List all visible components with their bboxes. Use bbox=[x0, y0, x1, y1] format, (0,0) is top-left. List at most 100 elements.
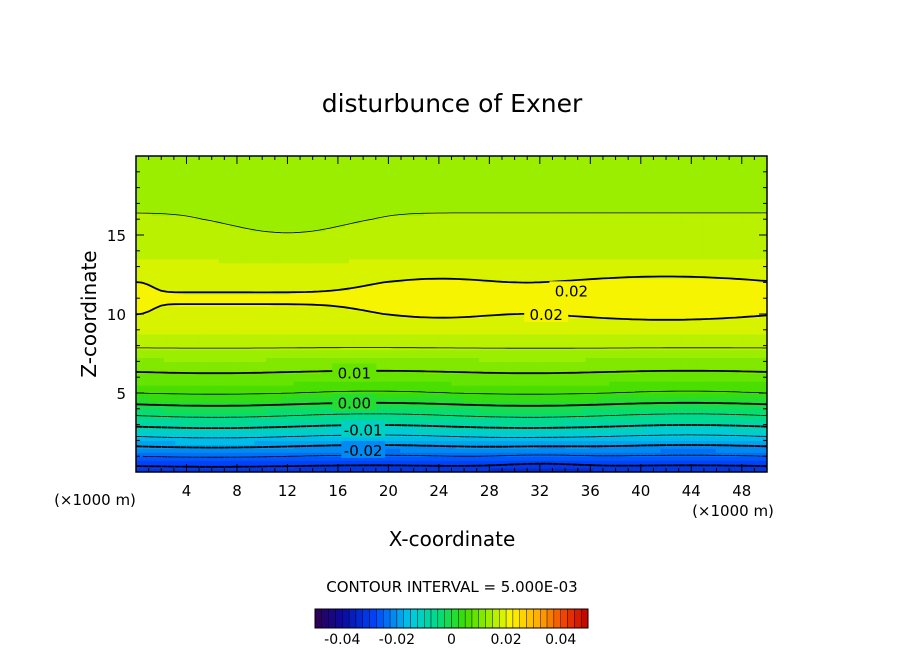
field-cell bbox=[262, 452, 267, 457]
field-cell bbox=[214, 329, 220, 335]
field-cell bbox=[317, 179, 322, 185]
field-cell bbox=[281, 353, 287, 359]
field-cell bbox=[285, 448, 291, 453]
field-cell bbox=[266, 262, 271, 268]
field-cell bbox=[380, 333, 386, 339]
field-cell bbox=[199, 357, 204, 362]
field-cell bbox=[360, 191, 366, 197]
field-cell bbox=[238, 159, 244, 165]
field-cell bbox=[305, 163, 311, 169]
field-cell bbox=[136, 262, 141, 268]
field-cell bbox=[203, 349, 208, 355]
field-cell bbox=[191, 412, 196, 418]
field-cell bbox=[325, 389, 330, 394]
field-cell bbox=[285, 452, 291, 457]
field-cell bbox=[285, 321, 291, 327]
field-cell bbox=[266, 365, 271, 370]
field-cell bbox=[372, 250, 378, 256]
field-cell bbox=[376, 231, 382, 236]
field-cell bbox=[376, 416, 382, 422]
field-cell bbox=[250, 167, 255, 173]
field-cell bbox=[360, 349, 366, 355]
field-cell bbox=[266, 317, 271, 323]
field-cell bbox=[372, 203, 378, 208]
field-cell bbox=[289, 381, 295, 386]
field-cell bbox=[206, 412, 212, 418]
field-cell bbox=[167, 357, 173, 362]
field-cell bbox=[179, 227, 184, 232]
field-cell bbox=[226, 278, 232, 283]
field-cell bbox=[179, 179, 184, 185]
field-cell bbox=[175, 365, 180, 370]
field-cell bbox=[183, 317, 188, 323]
field-cell bbox=[147, 215, 153, 220]
field-cell bbox=[147, 349, 153, 355]
field-cell bbox=[270, 432, 275, 438]
field-cell bbox=[341, 211, 346, 216]
field-cell bbox=[214, 420, 220, 426]
field-cell bbox=[309, 317, 315, 323]
field-cell bbox=[368, 294, 374, 299]
field-cell bbox=[333, 337, 338, 343]
field-cell bbox=[337, 235, 342, 240]
field-cell bbox=[175, 270, 180, 276]
field-cell bbox=[262, 373, 267, 378]
field-cell bbox=[175, 385, 180, 390]
field-cell bbox=[341, 357, 346, 362]
field-cell bbox=[309, 258, 315, 264]
field-cell bbox=[270, 361, 275, 366]
field-cell bbox=[163, 412, 169, 418]
field-cell bbox=[218, 444, 224, 449]
field-cell bbox=[218, 306, 224, 311]
field-cell bbox=[364, 464, 370, 469]
field-cell bbox=[329, 191, 334, 197]
field-cell bbox=[195, 408, 200, 414]
field-cell bbox=[258, 448, 263, 453]
field-cell bbox=[274, 321, 279, 327]
field-cell bbox=[163, 310, 169, 315]
field-cell bbox=[254, 223, 259, 228]
field-cell bbox=[301, 373, 307, 378]
field-cell bbox=[242, 341, 248, 347]
field-cell bbox=[179, 321, 184, 327]
field-cell bbox=[274, 341, 279, 347]
field-cell bbox=[139, 400, 145, 406]
field-cell bbox=[167, 460, 173, 465]
field-cell bbox=[301, 171, 307, 177]
field-cell bbox=[151, 302, 157, 307]
field-cell bbox=[345, 294, 350, 299]
field-cell bbox=[297, 333, 303, 339]
field-cell bbox=[218, 195, 224, 201]
field-cell bbox=[139, 377, 145, 382]
field-cell bbox=[183, 282, 188, 287]
field-cell bbox=[179, 428, 184, 434]
field-cell bbox=[380, 377, 386, 382]
field-cell bbox=[179, 282, 184, 287]
field-cell bbox=[329, 211, 334, 216]
field-cell bbox=[345, 349, 350, 355]
field-cell bbox=[270, 333, 275, 339]
field-cell bbox=[136, 381, 141, 386]
field-cell bbox=[136, 349, 141, 355]
field-cell bbox=[187, 373, 192, 378]
field-cell bbox=[289, 195, 295, 201]
field-cell bbox=[147, 325, 153, 331]
field-cell bbox=[214, 317, 220, 323]
field-cell bbox=[266, 211, 271, 216]
field-cell bbox=[218, 377, 224, 382]
field-cell bbox=[230, 227, 236, 232]
field-cell bbox=[277, 314, 283, 319]
field-cell bbox=[167, 282, 173, 287]
field-cell bbox=[163, 238, 169, 244]
field-cell bbox=[183, 306, 188, 311]
field-cell bbox=[250, 400, 255, 406]
field-cell bbox=[321, 266, 326, 272]
field-cell bbox=[309, 329, 315, 335]
field-cell bbox=[372, 207, 378, 212]
field-cell bbox=[250, 369, 255, 374]
field-cell bbox=[147, 460, 153, 465]
field-cell bbox=[301, 163, 307, 169]
field-cell bbox=[139, 179, 145, 185]
field-cell bbox=[297, 416, 303, 422]
field-cell bbox=[364, 246, 370, 252]
